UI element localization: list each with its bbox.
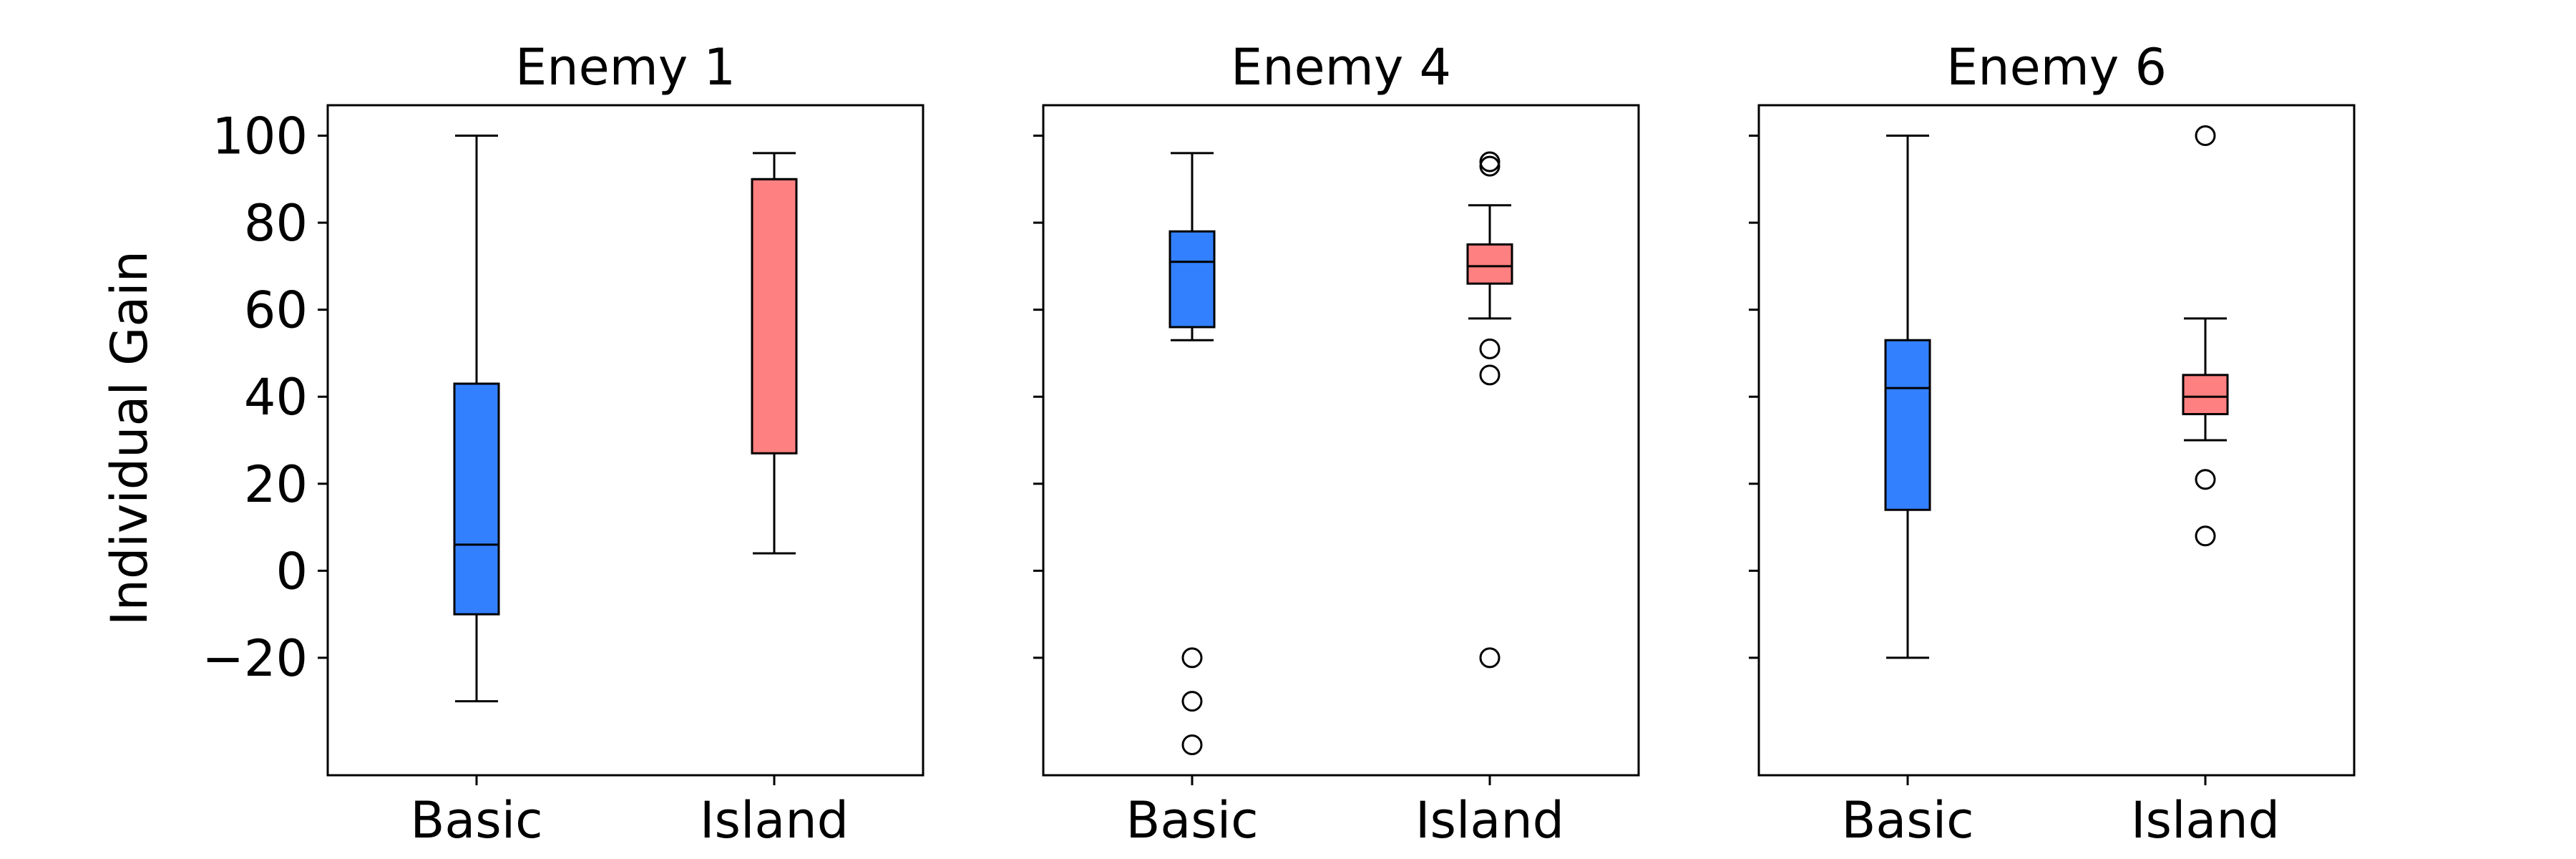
box-island [1466, 151, 1513, 669]
y-axis-label: Individual Gain [100, 251, 159, 626]
y-tick-label: 0 [275, 542, 308, 601]
x-tick-label: Basic [410, 791, 542, 850]
box-island [2182, 125, 2229, 547]
x-tick-label: Island [1415, 791, 1564, 850]
x-tick-label: Basic [1841, 791, 1974, 850]
box-iqr [1169, 230, 1216, 329]
outlier-point [1181, 691, 1203, 712]
panel-2: Enemy 4 Basic Island [1033, 38, 1640, 850]
panel-3: Enemy 6 Basic Island [1749, 38, 2356, 850]
outlier-point [1181, 647, 1203, 669]
box-basic [1884, 135, 1931, 659]
panel-1: Enemy 1 −20 0 20 40 60 80 100 Basic Island [202, 38, 924, 850]
outlier-point [1479, 338, 1501, 359]
axes-frame [326, 104, 924, 777]
x-tick-label: Island [700, 791, 849, 850]
y-tick-label: 100 [212, 107, 308, 166]
y-tick-label: 80 [244, 194, 308, 253]
box-iqr [1884, 339, 1931, 511]
y-tick-label: −20 [202, 629, 308, 688]
axes-frame [1042, 104, 1640, 777]
outlier-point [2195, 525, 2216, 547]
outlier-point [1479, 155, 1501, 177]
panel-title: Enemy 6 [1946, 38, 2167, 97]
outlier-point [1479, 364, 1501, 386]
y-tick-label: 20 [244, 455, 308, 514]
outlier-point [2195, 125, 2216, 147]
outlier-point [1181, 734, 1203, 755]
box-island [751, 152, 798, 555]
outlier-point [1479, 151, 1501, 173]
outlier-point [2195, 469, 2216, 490]
panel-title: Enemy 1 [515, 38, 736, 97]
box-iqr [1466, 243, 1513, 285]
y-tick-label: 60 [244, 281, 308, 340]
panel-title: Enemy 4 [1231, 38, 1451, 97]
box-basic [453, 135, 500, 703]
outlier-point [1479, 647, 1501, 669]
x-tick-label: Basic [1126, 791, 1258, 850]
box-iqr [751, 178, 798, 455]
axes-frame [1757, 104, 2356, 777]
box-basic [1169, 152, 1216, 755]
x-tick-label: Island [2131, 791, 2280, 850]
box-iqr [453, 382, 500, 616]
y-tick-label: 40 [244, 368, 308, 427]
box-iqr [2182, 374, 2229, 416]
